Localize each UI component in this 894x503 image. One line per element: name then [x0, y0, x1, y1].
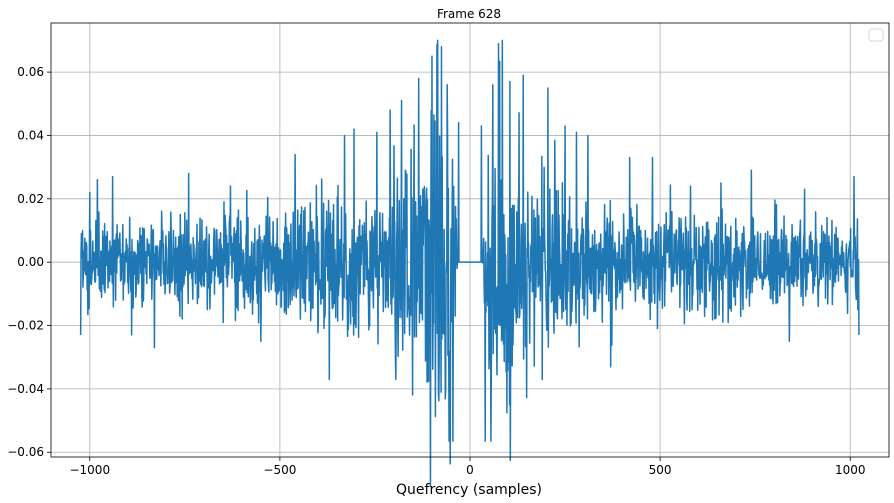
y-tick-label: 0.06 [17, 65, 44, 79]
y-tick-label: 0.02 [17, 192, 44, 206]
x-axis-ticks: −1000 −500 0 500 1000 [69, 457, 865, 477]
y-axis-ticks: −0.06 −0.04 −0.02 0.00 0.02 0.04 0.06 [7, 65, 51, 459]
y-tick-label: 0.00 [17, 255, 44, 269]
y-tick-label: −0.06 [7, 445, 44, 459]
legend-box [868, 28, 884, 42]
x-axis-label: Quefrency (samples) [396, 482, 542, 498]
x-tick-label: 500 [649, 463, 672, 477]
y-tick-label: −0.04 [7, 382, 44, 396]
y-tick-label: 0.04 [17, 128, 44, 142]
x-tick-label: 1000 [835, 463, 866, 477]
chart-title: Frame 628 [437, 7, 501, 21]
x-tick-label: 0 [466, 463, 474, 477]
cepstrum-series-line [79, 39, 860, 488]
x-tick-label: −500 [263, 463, 296, 477]
series-layer [79, 39, 860, 488]
x-tick-label: −1000 [69, 463, 110, 477]
plot-frame [50, 22, 890, 458]
y-tick-label: −0.02 [7, 319, 44, 333]
